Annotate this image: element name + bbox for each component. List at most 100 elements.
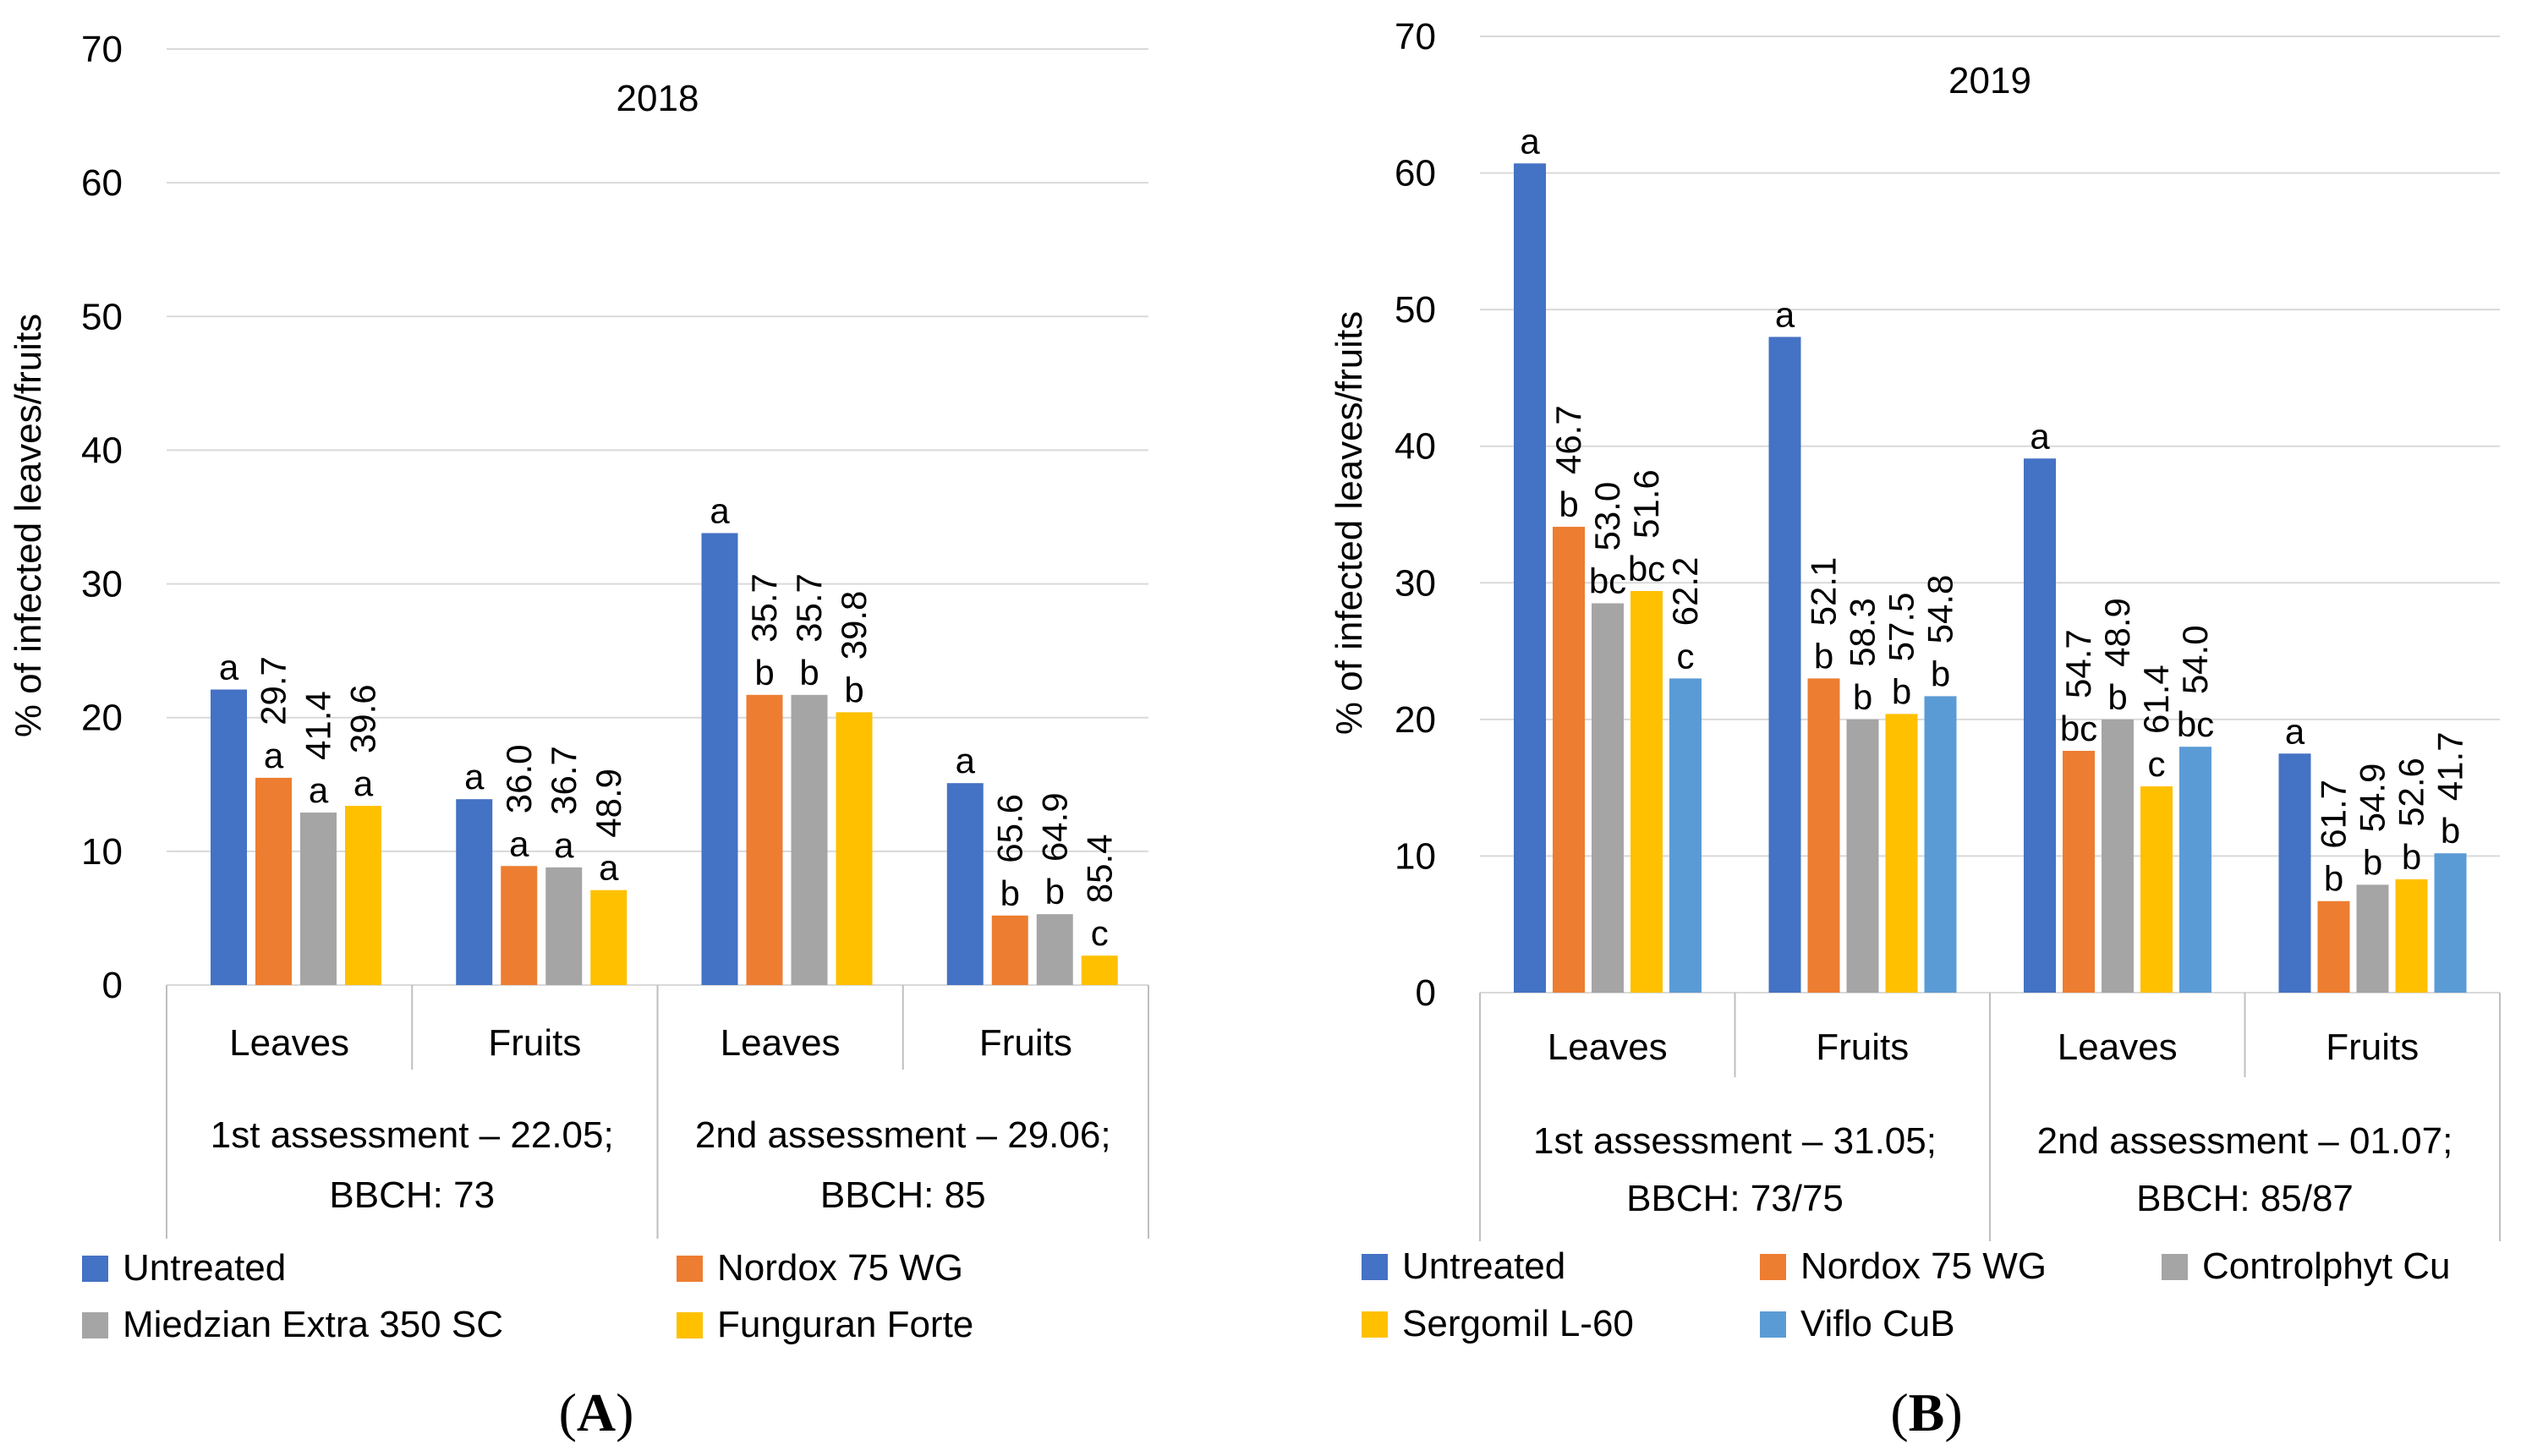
legend-swatch xyxy=(82,1312,108,1338)
bar xyxy=(2278,753,2311,993)
efficacy-label: 54.0 xyxy=(2175,625,2215,694)
legend-swatch xyxy=(677,1312,703,1338)
bar xyxy=(255,777,292,985)
x-category-label: Leaves xyxy=(2058,1026,2178,1068)
legend-entry: Untreated xyxy=(123,1247,286,1289)
significance-letter: c xyxy=(1091,913,1109,953)
significance-letter: a xyxy=(264,736,284,775)
efficacy-label: 61.7 xyxy=(2314,780,2354,849)
bar xyxy=(590,889,628,985)
bar xyxy=(456,799,493,985)
efficacy-label: 85.4 xyxy=(1079,834,1119,903)
bar xyxy=(1768,337,1801,993)
bar xyxy=(1036,914,1073,985)
significance-letter: a xyxy=(554,825,574,865)
bar xyxy=(2317,900,2350,993)
efficacy-label: 62.2 xyxy=(1665,557,1705,627)
y-tick-label: 70 xyxy=(81,29,123,70)
efficacy-label: 48.9 xyxy=(589,769,628,838)
panel-label: (B) xyxy=(1890,1382,1962,1442)
significance-letter: b xyxy=(1892,671,1911,711)
efficacy-label: 58.3 xyxy=(1843,598,1883,667)
legend-entry: Funguran Forte xyxy=(717,1304,973,1345)
bar xyxy=(791,694,828,985)
significance-letter: a xyxy=(1520,121,1540,161)
legend-entry: Nordox 75 WG xyxy=(1800,1245,2047,1287)
significance-letter: b xyxy=(1045,872,1065,911)
legend-swatch xyxy=(1362,1311,1388,1338)
significance-letter: b xyxy=(1559,484,1578,524)
x-category-label: Fruits xyxy=(979,1022,1072,1064)
bar xyxy=(2140,786,2173,993)
y-tick-label: 30 xyxy=(1395,562,1436,604)
chart-title: 2019 xyxy=(1948,60,2031,101)
efficacy-label: 35.7 xyxy=(789,573,829,643)
x-group-label: 1st assessment – 31.05; xyxy=(1533,1120,1937,1162)
legend-swatch xyxy=(677,1256,703,1282)
efficacy-label: 54.7 xyxy=(2058,629,2098,698)
efficacy-label: 29.7 xyxy=(254,656,293,725)
y-tick-label: 40 xyxy=(81,430,123,471)
significance-letter: a xyxy=(464,757,485,796)
significance-letter: b xyxy=(844,670,863,709)
x-group-label: 2nd assessment – 01.07; xyxy=(2037,1120,2453,1162)
x-category-label: Leaves xyxy=(229,1022,349,1064)
significance-letter: bc xyxy=(1628,549,1665,588)
significance-letter: b xyxy=(1931,654,1950,693)
y-tick-label: 20 xyxy=(81,698,123,739)
bar xyxy=(2395,879,2428,993)
significance-letter: a xyxy=(956,741,976,780)
significance-letter: b xyxy=(1853,677,1872,717)
y-tick-label: 0 xyxy=(102,965,123,1006)
significance-letter: b xyxy=(2324,859,2343,899)
legend-entry: Nordox 75 WG xyxy=(717,1247,963,1289)
bar xyxy=(1081,955,1118,985)
significance-letter: bc xyxy=(2060,709,2097,748)
bar xyxy=(501,866,538,985)
efficacy-label: 35.7 xyxy=(744,573,784,643)
bar xyxy=(746,694,783,985)
bar xyxy=(2024,458,2056,993)
efficacy-label: 48.9 xyxy=(2097,598,2137,667)
x-category-label: Leaves xyxy=(721,1022,841,1064)
significance-letter: a xyxy=(2030,416,2050,456)
y-tick-label: 10 xyxy=(1395,835,1436,877)
legend-entry: Controlphyt Cu xyxy=(2202,1245,2450,1287)
significance-letter: b xyxy=(754,653,774,692)
significance-letter: a xyxy=(509,824,529,863)
panel-letter: B xyxy=(1909,1382,1945,1442)
y-tick-label: 20 xyxy=(1395,699,1436,741)
efficacy-label: 52.6 xyxy=(2392,758,2431,827)
bar xyxy=(1669,678,1702,993)
bar xyxy=(545,867,583,985)
significance-letter: b xyxy=(799,653,819,692)
efficacy-label: 36.0 xyxy=(499,745,539,814)
x-category-label: Fruits xyxy=(1816,1026,1909,1068)
bar xyxy=(2063,751,2095,993)
efficacy-label: 39.8 xyxy=(834,591,874,660)
x-group-label: 2nd assessment – 29.06; xyxy=(695,1114,1111,1156)
x-group-label: BBCH: 73 xyxy=(329,1174,495,1216)
significance-letter: a xyxy=(353,764,374,803)
bar xyxy=(345,806,381,985)
bar xyxy=(1807,678,1840,993)
x-group-label: BBCH: 85/87 xyxy=(2136,1178,2354,1219)
y-tick-label: 50 xyxy=(1395,289,1436,331)
y-tick-label: 10 xyxy=(81,831,123,873)
bar xyxy=(1553,527,1585,993)
panel-label: (A) xyxy=(559,1382,634,1442)
x-group-label: BBCH: 73/75 xyxy=(1626,1178,1844,1219)
y-tick-label: 70 xyxy=(1395,16,1436,57)
bar xyxy=(2356,884,2389,993)
efficacy-label: 36.7 xyxy=(544,746,584,815)
significance-letter: a xyxy=(2285,711,2305,751)
y-tick-label: 40 xyxy=(1395,426,1436,468)
efficacy-label: 65.6 xyxy=(989,794,1029,863)
y-tick-label: 60 xyxy=(81,162,123,204)
significance-letter: b xyxy=(1000,873,1020,913)
legend-entry: Miedzian Extra 350 SC xyxy=(123,1304,503,1345)
efficacy-label: 41.4 xyxy=(299,691,338,760)
legend-entry: Viflo CuB xyxy=(1800,1303,1955,1344)
significance-letter: a xyxy=(1775,294,1795,334)
